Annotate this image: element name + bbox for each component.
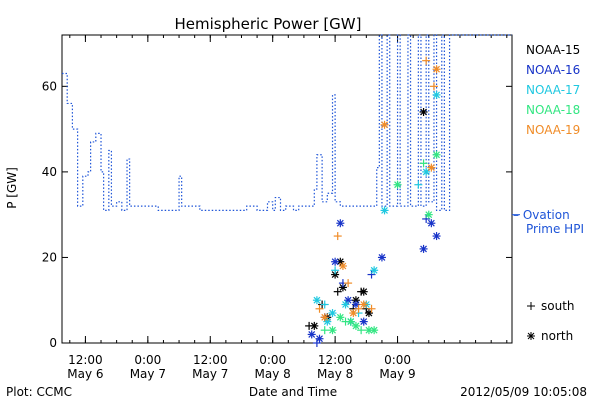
x-axis-label: Date and Time [249,385,337,399]
x-tick-label-time: 12:00 [318,353,353,367]
point-noaa-17 [323,317,332,326]
point-noaa-16 [307,330,316,339]
x-tick-label-date: May 8 [255,367,291,381]
point-noaa-18 [424,210,433,219]
point-noaa-15 [359,287,368,296]
x-tick-label-date: May 6 [67,367,103,381]
point-noaa-16 [359,317,368,326]
point-noaa-18 [351,321,360,330]
x-tick-label-time: 0:00 [134,353,161,367]
point-noaa-19 [380,120,389,129]
plot-credit: Plot: CCMC [6,385,72,399]
point-noaa-18 [419,159,428,168]
point-noaa-16 [377,253,386,262]
y-tick-label: 20 [42,250,57,264]
x-tick-label-date: May 7 [130,367,166,381]
point-noaa-15 [333,287,342,296]
x-tick-label-date: May 8 [317,367,353,381]
marker-legend-label: south [541,299,575,313]
legend-noaa-15: NOAA-15 [526,43,580,57]
legend-noaa-19: NOAA-19 [526,123,580,137]
point-noaa-17 [331,266,340,275]
legend-noaa-16: NOAA-16 [526,63,580,77]
plot-timestamp: 2012/05/09 10:05:08 [460,385,587,399]
point-noaa-19 [432,65,441,74]
point-noaa-19 [429,82,438,91]
point-noaa-17 [432,90,441,99]
point-noaa-19 [338,262,347,270]
point-noaa-18 [328,326,337,335]
x-tick-label-date: May 7 [192,367,228,381]
y-axis-ticks: 0 20 40 60 [42,79,512,350]
point-noaa-16 [427,219,436,228]
marker-legend-north: north [527,329,573,343]
point-noaa-18 [320,326,329,335]
marker-legend: south north [527,299,575,343]
point-noaa-16 [312,339,321,347]
point-noaa-19 [315,304,324,313]
point-noaa-15 [364,309,373,318]
series-legend: NOAA-15 NOAA-16 NOAA-17 NOAA-18 NOAA-19 [526,43,580,137]
point-noaa-19 [333,232,342,241]
point-noaa-18 [336,313,345,322]
point-noaa-19 [344,279,353,288]
ovation-series-line [62,34,512,211]
plot-frame [61,34,513,344]
y-axis-label: P [GW] [5,167,19,209]
point-noaa-19 [349,309,358,318]
point-noaa-19 [354,304,363,313]
point-noaa-17 [380,206,389,215]
point-noaa-18 [357,326,366,335]
ovation-label-line1: – Ovation [513,208,570,222]
point-noaa-18 [346,317,355,326]
ovation-label-line2: Prime HPI [526,222,584,236]
point-noaa-19 [422,56,431,65]
point-noaa-16 [432,232,441,241]
point-noaa-19 [427,163,436,172]
x-tick-label-time: 0:00 [384,353,411,367]
point-noaa-19 [367,304,376,313]
point-noaa-17 [341,300,350,309]
x-tick-label-time: 12:00 [68,353,103,367]
point-noaa-19 [320,313,329,322]
chart-title: Hemispheric Power [GW] [175,15,362,33]
point-noaa-18 [393,180,402,189]
point-noaa-15 [310,321,319,330]
satellite-points [305,56,441,347]
x-tick-label-time: 0:00 [259,353,286,367]
point-noaa-17 [414,180,423,189]
point-noaa-18 [432,150,441,159]
point-noaa-17 [328,309,337,318]
point-noaa-16 [419,244,428,253]
y-tick-label: 60 [42,79,57,93]
y-tick-label: 0 [49,336,57,350]
point-noaa-17 [320,300,329,309]
point-noaa-17 [312,296,321,305]
y-tick-label: 40 [42,165,57,179]
marker-legend-south: south [527,299,575,313]
point-noaa-16 [422,214,431,223]
point-noaa-18 [370,326,379,335]
point-noaa-16 [344,296,353,305]
marker-legend-label: north [541,329,573,343]
point-noaa-16 [331,257,340,266]
point-noaa-16 [367,270,376,279]
point-noaa-16 [351,300,360,309]
point-noaa-19 [359,300,368,309]
x-tick-label-time: 12:00 [193,353,228,367]
point-noaa-16 [336,219,345,228]
point-noaa-15 [419,108,428,116]
legend-noaa-18: NOAA-18 [526,103,580,117]
point-noaa-17 [422,167,431,176]
point-noaa-17 [370,266,379,275]
legend-noaa-17: NOAA-17 [526,83,580,97]
point-noaa-16 [315,334,324,343]
x-tick-label-date: May 9 [379,367,415,381]
